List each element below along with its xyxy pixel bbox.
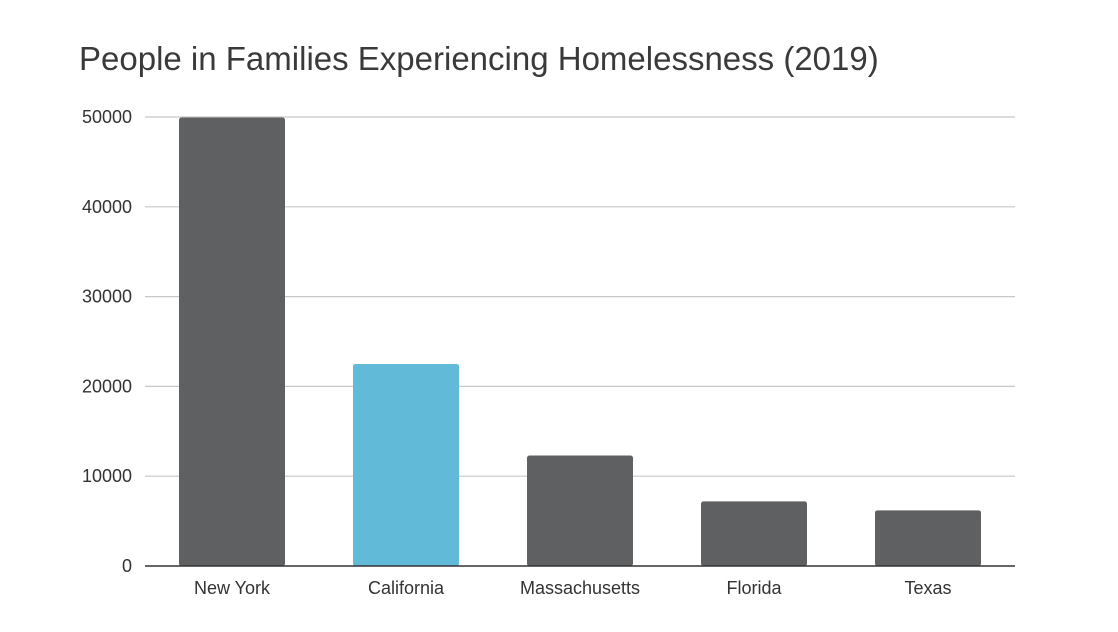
y-tick-label: 20000 bbox=[82, 376, 132, 396]
bar-florida bbox=[701, 501, 807, 566]
x-tick-label: Texas bbox=[904, 578, 951, 598]
y-tick-label: 30000 bbox=[82, 287, 132, 307]
bar-california bbox=[353, 363, 459, 566]
chart-title: People in Families Experiencing Homeless… bbox=[79, 40, 879, 77]
y-tick-label: 0 bbox=[122, 556, 132, 576]
bar-massachusetts bbox=[527, 455, 633, 566]
bar-texas bbox=[875, 510, 981, 566]
x-axis-ticks: New York California Massachusetts Florida Te… bbox=[194, 578, 952, 598]
gridlines bbox=[145, 116, 1015, 477]
bars bbox=[145, 117, 1015, 567]
x-tick-label: Florida bbox=[726, 578, 782, 598]
bar-new-york bbox=[179, 117, 285, 566]
x-tick-label: New York bbox=[194, 578, 271, 598]
x-tick-label: Massachusetts bbox=[520, 578, 640, 598]
y-tick-label: 10000 bbox=[82, 466, 132, 486]
y-tick-label: 50000 bbox=[82, 107, 132, 127]
y-tick-label: 40000 bbox=[82, 197, 132, 217]
y-axis-ticks: 0 10000 20000 30000 40000 50000 bbox=[82, 107, 132, 576]
x-tick-label: California bbox=[368, 578, 445, 598]
